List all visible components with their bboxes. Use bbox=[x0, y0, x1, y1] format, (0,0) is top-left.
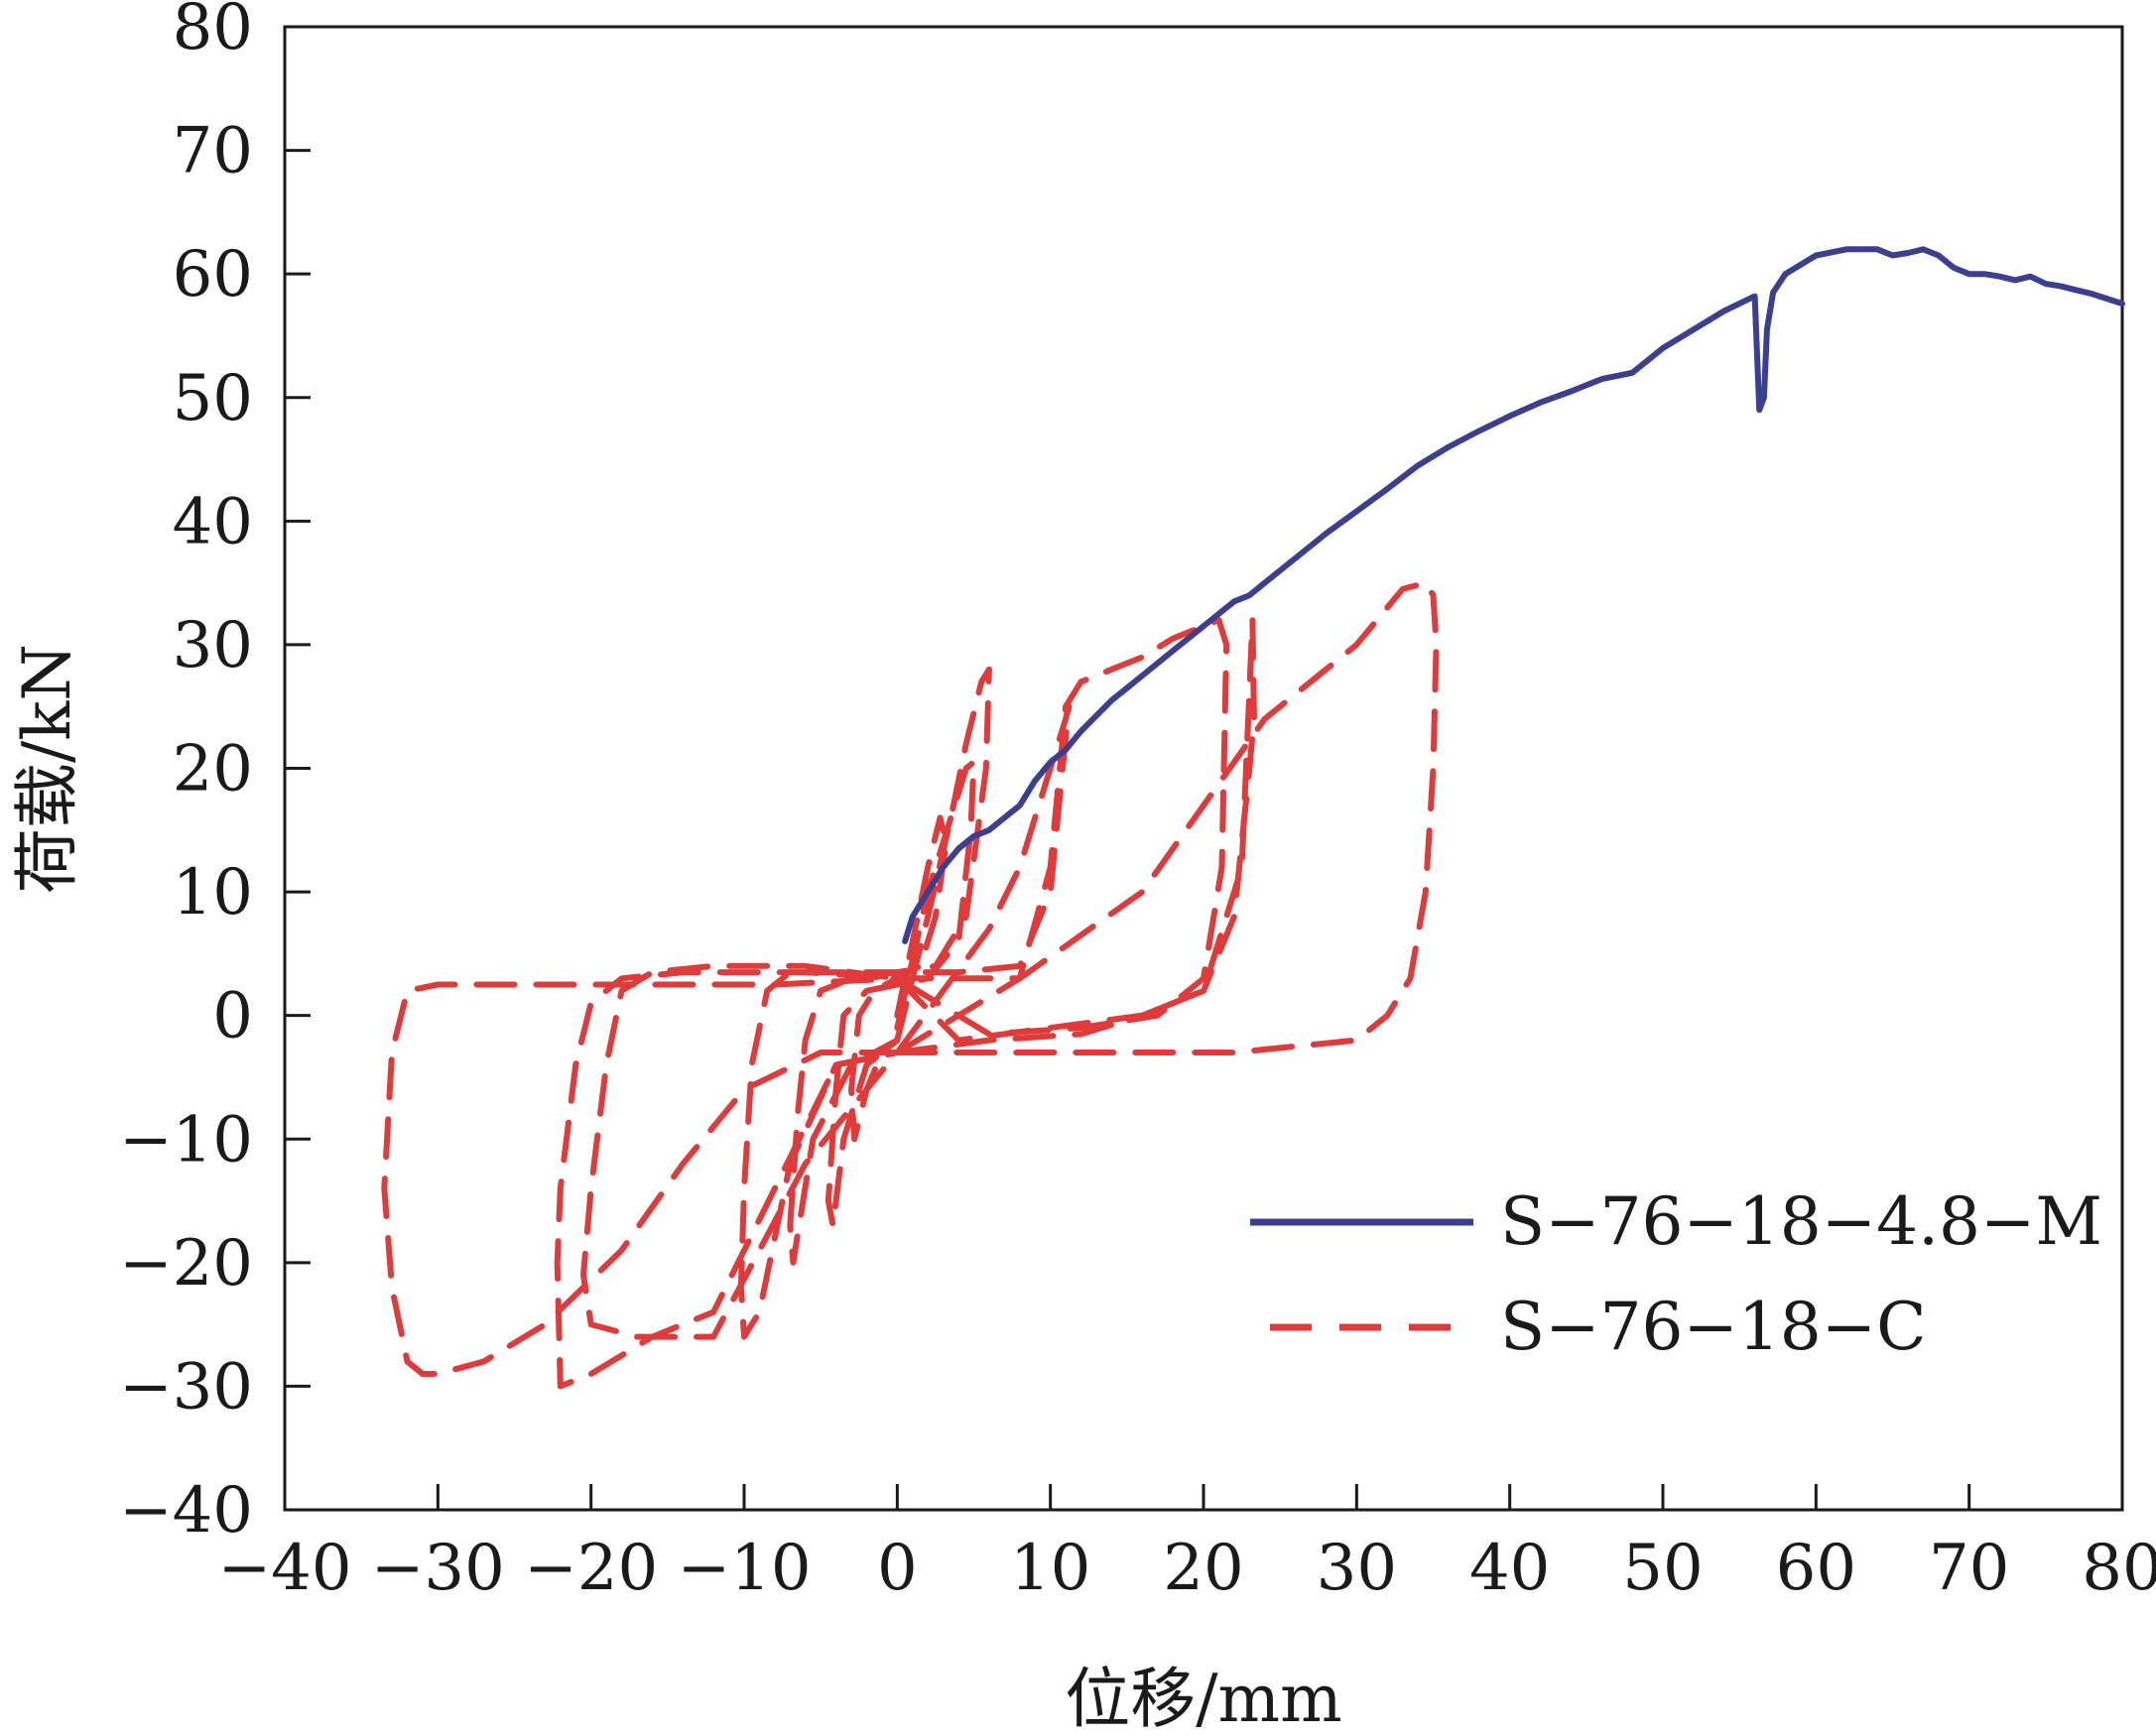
cyclic-loop-7 bbox=[381, 579, 1440, 1377]
x-tick-label: 30 bbox=[1317, 1532, 1397, 1605]
y-tick-label: 20 bbox=[173, 733, 253, 806]
y-tick-label: 40 bbox=[173, 485, 253, 558]
axis-ticks bbox=[285, 149, 1971, 1510]
series-layer bbox=[381, 246, 2125, 1390]
x-tick-label: −10 bbox=[677, 1532, 811, 1605]
x-tick-label: −30 bbox=[371, 1532, 505, 1605]
x-tick-label: 40 bbox=[1469, 1532, 1550, 1605]
y-tick-label: 60 bbox=[173, 238, 253, 311]
legend: S−76−18−4.8−M S−76−18−C bbox=[1250, 1183, 2102, 1365]
y-tick-labels: −40 −30 −20 −10 0 10 20 30 40 50 60 70 80 bbox=[119, 0, 253, 1548]
x-tick-label: 20 bbox=[1163, 1532, 1243, 1605]
y-tick-label: 10 bbox=[173, 856, 253, 930]
legend-label-series-2: S−76−18−C bbox=[1500, 1289, 1927, 1365]
y-tick-label: 70 bbox=[173, 115, 253, 188]
x-tick-label: −20 bbox=[524, 1532, 658, 1605]
x-tick-label: −40 bbox=[217, 1532, 351, 1605]
y-tick-label: −30 bbox=[119, 1350, 253, 1424]
legend-label-series-1: S−76−18−4.8−M bbox=[1500, 1183, 2102, 1260]
y-axis-title: 荷载/kN bbox=[9, 644, 85, 894]
cyclic-loop-4 bbox=[737, 703, 1073, 1340]
y-tick-label: 50 bbox=[173, 362, 253, 435]
x-tick-labels: −40 −30 −20 −10 0 10 20 30 40 50 60 70 80 bbox=[217, 1532, 2156, 1605]
monotonic-curve bbox=[902, 246, 2125, 944]
y-tick-label: 30 bbox=[173, 609, 253, 682]
x-tick-label: 80 bbox=[2082, 1532, 2156, 1605]
y-tick-label: −10 bbox=[119, 1103, 253, 1177]
y-tick-label: −20 bbox=[119, 1227, 253, 1301]
x-tick-label: 70 bbox=[1929, 1532, 2009, 1605]
y-tick-label: −40 bbox=[119, 1474, 253, 1548]
x-tick-label: 0 bbox=[877, 1532, 918, 1605]
y-tick-label: 80 bbox=[173, 0, 253, 64]
x-tick-label: 60 bbox=[1776, 1532, 1856, 1605]
x-axis-title: 位移/mm bbox=[1065, 1661, 1341, 1736]
x-tick-label: 50 bbox=[1622, 1532, 1703, 1605]
y-tick-label: 0 bbox=[212, 980, 253, 1054]
cyclic-loop-2 bbox=[824, 759, 977, 1229]
x-tick-label: 10 bbox=[1010, 1532, 1090, 1605]
